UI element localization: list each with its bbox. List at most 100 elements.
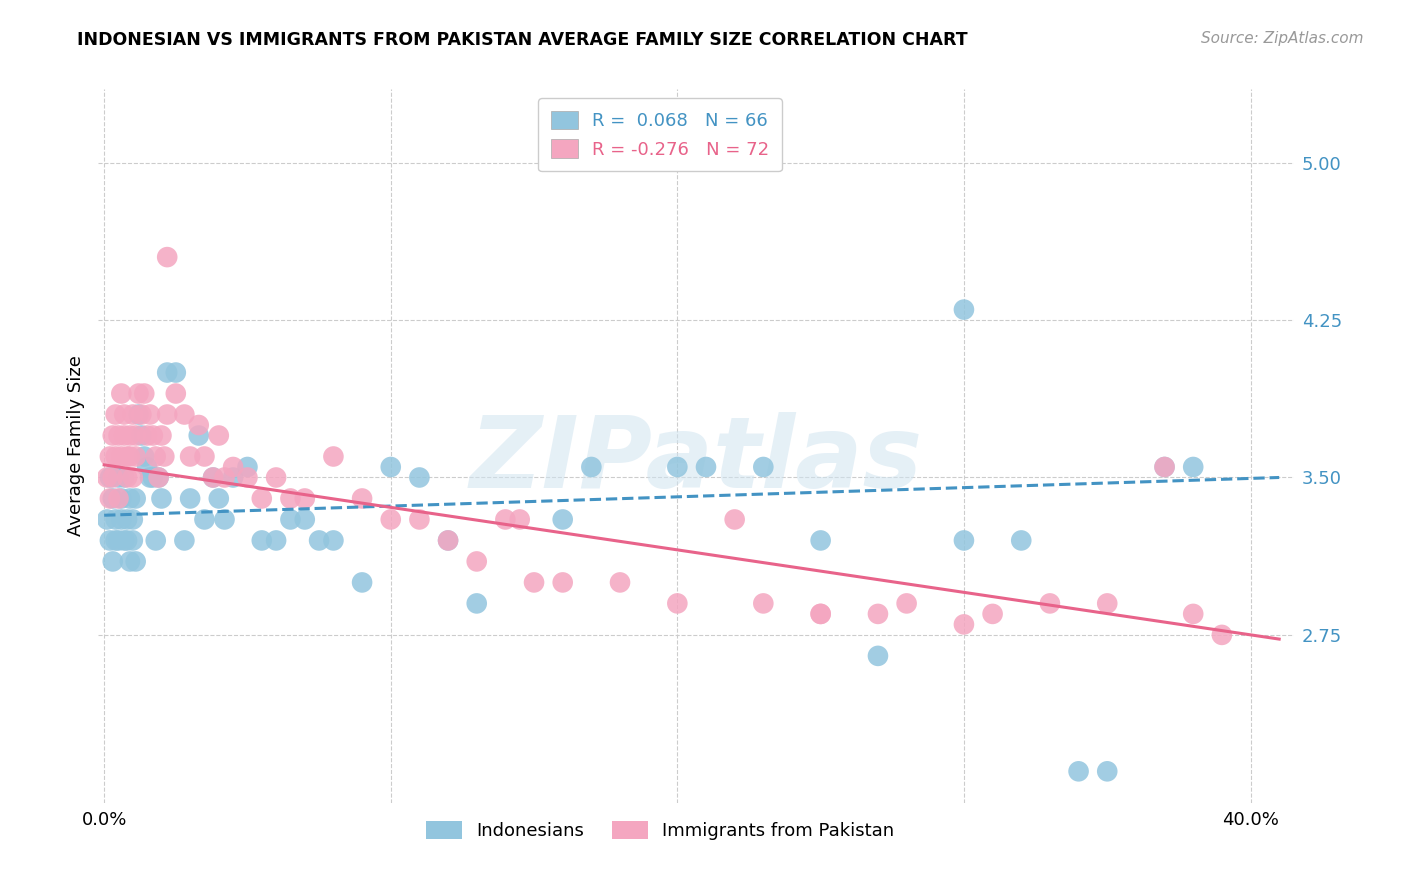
Point — [866, 607, 889, 621]
Point — [551, 512, 574, 526]
Point — [465, 554, 488, 568]
Point — [666, 596, 689, 610]
Point — [202, 470, 225, 484]
Point — [810, 533, 832, 548]
Point — [408, 470, 430, 484]
Point — [1097, 596, 1119, 610]
Point — [551, 575, 574, 590]
Point — [96, 470, 118, 484]
Point — [118, 428, 141, 442]
Point — [101, 491, 124, 506]
Point — [121, 533, 143, 548]
Point — [222, 460, 245, 475]
Point — [115, 512, 138, 526]
Point — [953, 533, 976, 548]
Point — [112, 408, 135, 422]
Point — [104, 512, 127, 526]
Point — [308, 533, 330, 548]
Point — [752, 596, 775, 610]
Point — [150, 491, 173, 506]
Point — [124, 428, 146, 442]
Point — [118, 554, 141, 568]
Point — [98, 491, 121, 506]
Point — [98, 533, 121, 548]
Point — [896, 596, 918, 610]
Point — [112, 533, 135, 548]
Point — [118, 450, 141, 464]
Point — [214, 512, 236, 526]
Point — [581, 460, 603, 475]
Point — [1182, 607, 1205, 621]
Point — [128, 386, 150, 401]
Point — [953, 617, 976, 632]
Point — [222, 470, 245, 484]
Point — [380, 460, 402, 475]
Point — [1039, 596, 1062, 610]
Y-axis label: Average Family Size: Average Family Size — [66, 356, 84, 536]
Point — [202, 470, 225, 484]
Point — [187, 417, 209, 432]
Point — [118, 491, 141, 506]
Point — [236, 470, 259, 484]
Point — [142, 470, 165, 484]
Point — [139, 408, 162, 422]
Point — [104, 450, 127, 464]
Point — [148, 470, 170, 484]
Point — [294, 491, 316, 506]
Point — [121, 408, 143, 422]
Point — [352, 491, 374, 506]
Point — [112, 428, 135, 442]
Text: ZIPatlas: ZIPatlas — [470, 412, 922, 508]
Legend: Indonesians, Immigrants from Pakistan: Indonesians, Immigrants from Pakistan — [419, 814, 901, 847]
Point — [264, 533, 287, 548]
Point — [107, 491, 129, 506]
Point — [134, 386, 156, 401]
Point — [866, 648, 889, 663]
Point — [953, 302, 976, 317]
Point — [236, 460, 259, 475]
Point — [145, 450, 167, 464]
Point — [115, 533, 138, 548]
Point — [136, 460, 159, 475]
Point — [134, 450, 156, 464]
Point — [142, 428, 165, 442]
Point — [110, 512, 132, 526]
Point — [173, 408, 195, 422]
Point — [352, 575, 374, 590]
Point — [666, 460, 689, 475]
Point — [437, 533, 460, 548]
Point — [153, 450, 176, 464]
Point — [187, 428, 209, 442]
Point — [494, 512, 516, 526]
Point — [107, 470, 129, 484]
Point — [148, 470, 170, 484]
Point — [264, 470, 287, 484]
Point — [179, 491, 201, 506]
Point — [156, 366, 179, 380]
Point — [193, 450, 215, 464]
Point — [1182, 460, 1205, 475]
Point — [322, 533, 344, 548]
Point — [1153, 460, 1175, 475]
Point — [131, 428, 153, 442]
Point — [145, 533, 167, 548]
Point — [193, 512, 215, 526]
Point — [156, 250, 179, 264]
Point — [1067, 764, 1090, 779]
Text: INDONESIAN VS IMMIGRANTS FROM PAKISTAN AVERAGE FAMILY SIZE CORRELATION CHART: INDONESIAN VS IMMIGRANTS FROM PAKISTAN A… — [77, 31, 967, 49]
Point — [322, 450, 344, 464]
Point — [208, 491, 231, 506]
Point — [810, 607, 832, 621]
Point — [110, 491, 132, 506]
Point — [1010, 533, 1032, 548]
Point — [981, 607, 1004, 621]
Point — [107, 533, 129, 548]
Point — [214, 470, 236, 484]
Point — [104, 533, 127, 548]
Point — [509, 512, 531, 526]
Point — [101, 554, 124, 568]
Point — [98, 450, 121, 464]
Point — [173, 533, 195, 548]
Point — [408, 512, 430, 526]
Point — [107, 428, 129, 442]
